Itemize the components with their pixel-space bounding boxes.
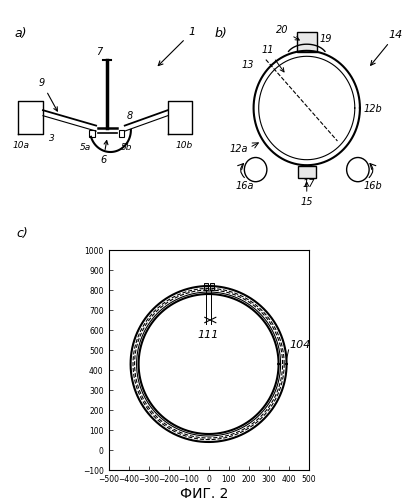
Polygon shape (204, 284, 208, 290)
Text: 5a: 5a (80, 143, 91, 152)
Text: c): c) (16, 227, 28, 240)
Text: 13: 13 (241, 60, 254, 70)
Text: 14: 14 (371, 30, 403, 66)
Text: ФИГ. 2: ФИГ. 2 (180, 486, 229, 500)
Circle shape (245, 158, 267, 182)
Polygon shape (209, 284, 213, 290)
Text: 16a: 16a (235, 182, 254, 192)
Text: 12b: 12b (364, 104, 383, 115)
Text: 9: 9 (39, 78, 57, 111)
Text: 104: 104 (290, 340, 311, 350)
Text: 5b: 5b (121, 143, 132, 152)
Text: 3: 3 (49, 134, 55, 143)
Text: 8: 8 (127, 111, 133, 121)
Circle shape (347, 158, 369, 182)
Polygon shape (298, 166, 316, 178)
Text: 111: 111 (198, 330, 219, 340)
Text: 10b: 10b (176, 140, 193, 149)
Text: 15: 15 (301, 182, 313, 207)
Text: 1: 1 (158, 28, 195, 66)
Text: 12a: 12a (229, 144, 247, 154)
Text: 17: 17 (303, 179, 315, 189)
Text: b): b) (215, 26, 227, 40)
Text: 16b: 16b (364, 182, 383, 192)
Text: 6: 6 (100, 140, 108, 165)
Text: 10a: 10a (12, 140, 29, 149)
Text: 20: 20 (276, 25, 299, 40)
Text: a): a) (14, 26, 27, 40)
Text: 11: 11 (262, 45, 284, 72)
Polygon shape (297, 32, 317, 52)
Text: 19: 19 (319, 34, 332, 44)
Text: 7: 7 (96, 47, 102, 57)
